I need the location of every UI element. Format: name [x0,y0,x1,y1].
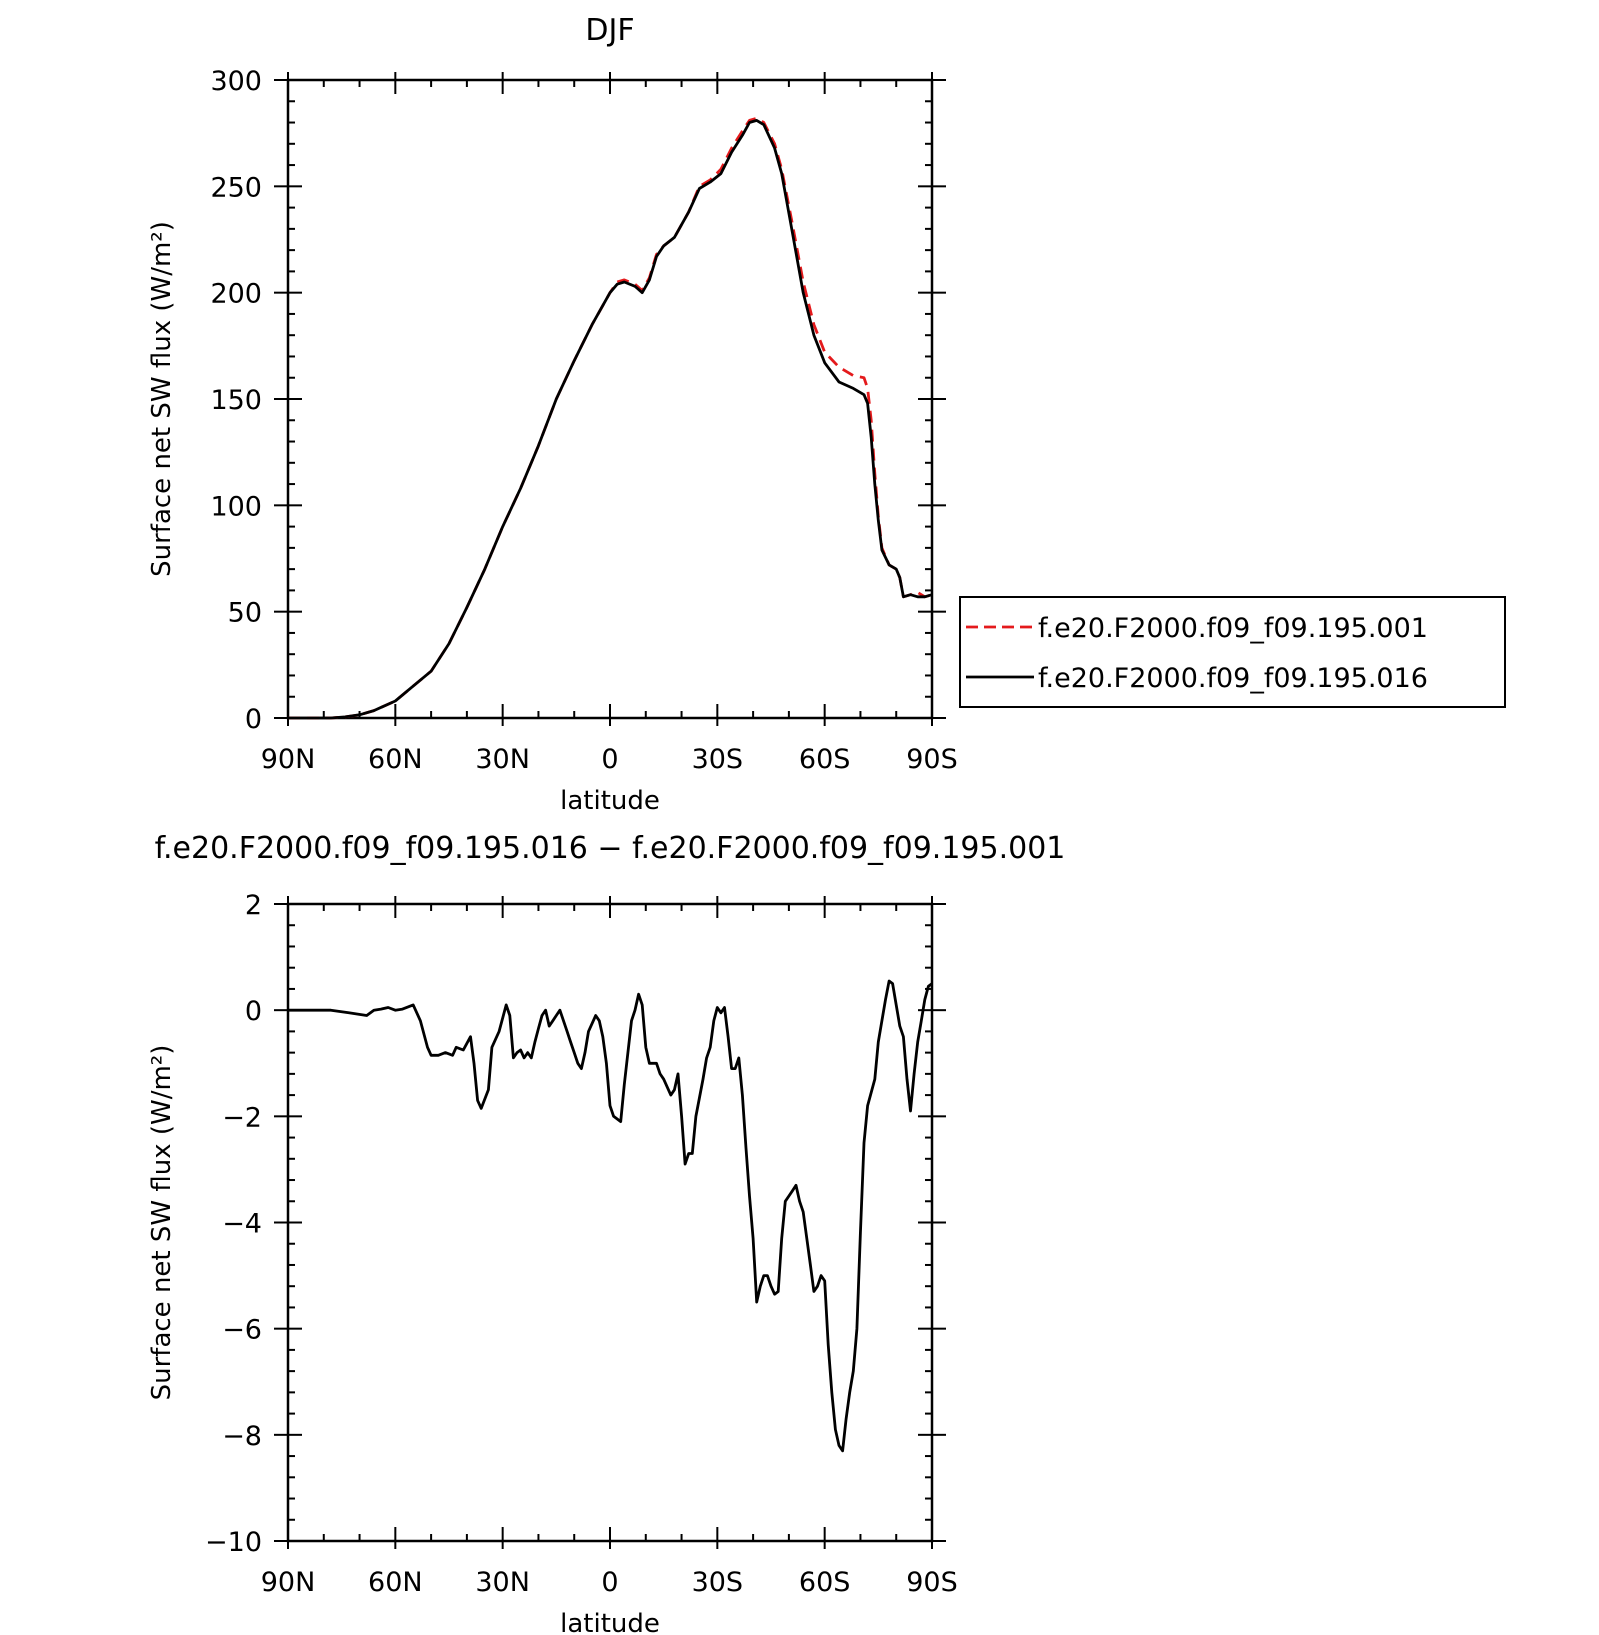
x-tick-label: 0 [601,1567,618,1598]
y-tick-label: 150 [210,385,262,416]
series-line-1 [288,116,933,720]
x-tick-label: 90N [261,744,316,775]
x-axis-label: latitude [560,1609,660,1635]
series-line-1 [288,979,933,1453]
y-tick-label: −6 [222,1315,262,1346]
x-tick-label: 90N [261,1567,316,1598]
x-tick-label: 60S [799,1567,851,1598]
y-tick-label: 2 [245,890,262,921]
bottom-panel: f.e20.F2000.f09_f09.195.016 − f.e20.F200… [147,831,1065,1635]
legend-label-1: f.e20.F2000.f09_f09.195.001 [1038,613,1428,644]
y-axis-label: Surface net SW flux (W/m²) [147,221,177,577]
plot-frame [286,78,934,720]
y-tick-label: −4 [222,1209,262,1240]
y-tick-label: −10 [205,1527,262,1558]
x-tick-label: 30S [692,744,744,775]
x-tick-label: 30S [692,1567,744,1598]
y-tick-label: 200 [210,279,262,310]
legend-label-2: f.e20.F2000.f09_f09.195.016 [1038,663,1428,694]
y-tick-label: 50 [228,598,262,629]
x-tick-label: 0 [601,744,618,775]
y-tick-label: 250 [210,172,262,203]
y-tick-label: 0 [245,704,262,735]
y-tick-label: 0 [245,996,262,1027]
top-panel: DJF 90N 60N 30N 0 30S 60S 90S 0 50 100 150 200 250 300… [147,13,1506,816]
chart-title: DJF [585,13,634,48]
chart-title: f.e20.F2000.f09_f09.195.016 − f.e20.F200… [155,831,1066,866]
x-tick-label: 60S [799,744,851,775]
x-tick-label: 30N [475,744,530,775]
x-axis-label: latitude [560,786,660,816]
y-axis-label: Surface net SW flux (W/m²) [147,1045,177,1401]
plot-frame [286,902,934,1543]
x-tick-label: 90S [906,744,958,775]
y-tick-label: −2 [222,1102,262,1133]
series-line-2 [288,119,933,720]
y-tick-label: 300 [210,66,262,97]
y-tick-label: −8 [222,1421,262,1452]
x-tick-label: 90S [906,1567,958,1598]
x-tick-label: 30N [475,1567,530,1598]
x-tick-label: 60N [368,1567,423,1598]
x-tick-label: 60N [368,744,423,775]
legend-box [959,596,1506,708]
y-tick-label: 100 [210,491,262,522]
